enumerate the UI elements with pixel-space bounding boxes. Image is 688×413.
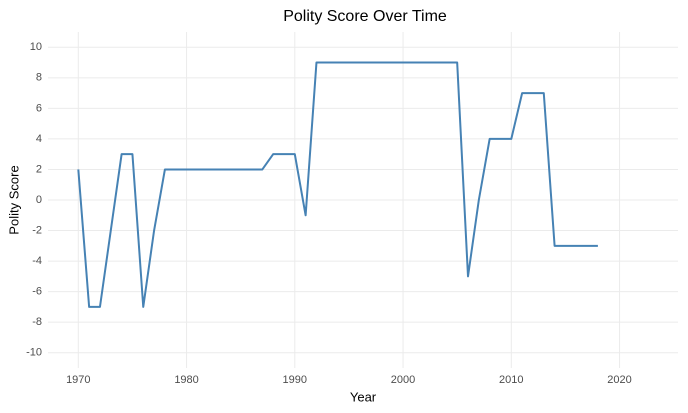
y-tick-label: 4 <box>36 133 42 145</box>
x-tick-label: 2020 <box>607 374 631 386</box>
chart-title: Polity Score Over Time <box>283 8 447 25</box>
x-tick-label: 1980 <box>174 374 198 386</box>
y-tick-label: 10 <box>30 41 42 53</box>
y-tick-label: 8 <box>36 72 42 84</box>
y-tick-label: -4 <box>32 255 42 267</box>
y-tick-label: 0 <box>36 194 42 206</box>
x-tick-label: 2010 <box>499 374 523 386</box>
y-tick-label: 6 <box>36 102 42 114</box>
x-tick-label: 1970 <box>66 374 90 386</box>
x-tick-label: 2000 <box>391 374 415 386</box>
y-tick-label: -8 <box>32 316 42 328</box>
y-tick-label: -2 <box>32 224 42 236</box>
y-tick-label: -10 <box>26 347 42 359</box>
y-tick-label: -6 <box>32 286 42 298</box>
data-line <box>77 61 598 308</box>
x-axis-label: Year <box>350 389 377 404</box>
y-axis-label: Polity Score <box>6 165 21 234</box>
y-tick-label: 2 <box>36 163 42 175</box>
x-tick-label: 1990 <box>283 374 307 386</box>
